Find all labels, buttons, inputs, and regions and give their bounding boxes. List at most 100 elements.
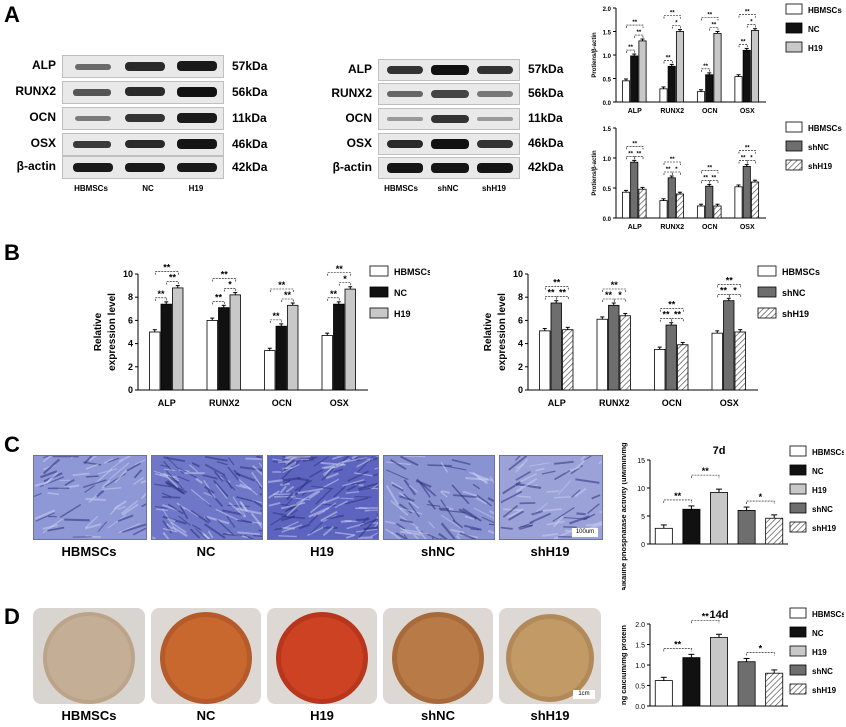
micrograph-caption: shH19 — [530, 544, 570, 559]
bar — [734, 331, 746, 391]
legend-swatch — [785, 159, 803, 171]
blot2-lane-label: HBMSCs — [384, 184, 418, 193]
significance-label: ** — [553, 278, 561, 288]
blot2-kda-label: 46kDa — [528, 136, 564, 150]
blot1-band-alp — [62, 55, 224, 78]
significance-label: ** — [712, 175, 717, 181]
y-axis-label: Relative — [483, 312, 494, 351]
blot1-kda-label: 57kDa — [232, 59, 268, 73]
significance-label: ** — [637, 30, 642, 36]
significance-label: ** — [674, 491, 682, 501]
bar — [229, 294, 241, 391]
bar — [630, 161, 639, 219]
y-tick-label: 0.5 — [603, 78, 612, 84]
y-tick-label: 0.0 — [635, 704, 645, 711]
bar — [619, 315, 631, 391]
dish-image — [151, 608, 261, 704]
significance-label: ** — [284, 290, 292, 300]
dish-caption: HBMSCs — [61, 708, 117, 723]
bar — [677, 344, 689, 391]
blot1-row-label: OCN — [29, 110, 56, 124]
dish-caption: NC — [196, 708, 216, 723]
legend-swatch — [757, 265, 777, 277]
blot1-kda-label: 42kDa — [232, 160, 268, 174]
significance-label: ** — [272, 311, 280, 321]
significance-label: ** — [720, 285, 728, 295]
legend-label: HBMSCs — [812, 448, 844, 457]
legend-swatch — [789, 626, 807, 638]
blot1-lane-label: NC — [142, 184, 154, 193]
bar — [275, 325, 287, 391]
bar — [710, 637, 728, 707]
significance-label: ** — [215, 292, 223, 302]
bar — [696, 91, 706, 103]
bar — [713, 205, 722, 219]
legend-swatch — [369, 265, 389, 277]
significance-label: ** — [632, 141, 637, 147]
significance-bracket — [663, 60, 673, 64]
y-axis-label: expression level — [107, 293, 118, 371]
bar — [705, 74, 714, 103]
legend-swatch — [785, 22, 803, 34]
legend-label: shH19 — [808, 162, 833, 171]
bar — [750, 181, 760, 219]
blot1-kda-label: 11kDa — [232, 111, 267, 125]
legend-label: NC — [812, 629, 824, 638]
bar — [654, 527, 673, 545]
legend-swatch — [757, 307, 777, 319]
legend-swatch — [785, 41, 803, 53]
bar — [705, 185, 714, 219]
significance-bracket — [327, 297, 340, 301]
legend-swatch — [369, 307, 389, 319]
y-tick-label: 0.0 — [603, 101, 612, 107]
significance-bracket — [223, 288, 237, 292]
dish-image: 1cm — [499, 608, 601, 704]
significance-bracket — [728, 294, 742, 298]
legend-label: shNC — [808, 143, 829, 152]
significance-label: * — [750, 20, 753, 26]
y-tick-label: 4 — [128, 339, 133, 349]
bar — [696, 205, 706, 219]
blot2-kda-label: 11kDa — [528, 111, 563, 125]
bar — [682, 657, 701, 707]
significance-label: ** — [221, 270, 229, 280]
significance-label: ** — [628, 151, 633, 157]
significance-label: * — [733, 285, 737, 295]
panel-letter-b: B — [4, 240, 20, 265]
bar — [654, 680, 673, 707]
blot2-kda-label: 42kDa — [528, 160, 564, 174]
y-tick-label: 5 — [641, 514, 645, 521]
bar — [630, 55, 639, 103]
y-tick-label: 2 — [128, 362, 133, 372]
bar — [713, 32, 722, 103]
legend-swatch — [757, 286, 777, 298]
significance-label: * — [759, 492, 763, 502]
significance-bracket — [738, 14, 756, 18]
bar — [638, 188, 647, 219]
legend-label: NC — [808, 25, 820, 34]
significance-label: ** — [726, 275, 734, 285]
blot2-row-label: OCN — [345, 111, 372, 125]
dish-image — [383, 608, 493, 704]
significance-bracket — [663, 499, 692, 503]
x-tick-label: OCN — [702, 224, 718, 231]
x-tick-label: OCN — [702, 108, 718, 115]
y-axis-label: Relative — [93, 312, 104, 351]
blot1-lane-label: HBMSCs — [74, 184, 108, 193]
blot2-kda-label: 57kDa — [528, 62, 564, 76]
bar — [562, 329, 574, 391]
significance-label: ** — [637, 151, 642, 157]
legend-label: HBMSCs — [394, 267, 430, 277]
significance-label: ** — [674, 639, 682, 649]
bar — [742, 49, 751, 103]
y-tick-label: 0.5 — [603, 187, 612, 193]
legend-label: HBMSCs — [808, 6, 842, 15]
x-tick-label: OSX — [740, 224, 755, 231]
bar — [321, 335, 333, 391]
y-tick-label: 6 — [128, 315, 133, 325]
significance-label: ** — [666, 167, 671, 173]
significance-bracket — [671, 171, 681, 175]
blot2-row-label: RUNX2 — [331, 86, 372, 100]
dish-image — [267, 608, 377, 704]
panel-letter-a: A — [4, 2, 20, 27]
